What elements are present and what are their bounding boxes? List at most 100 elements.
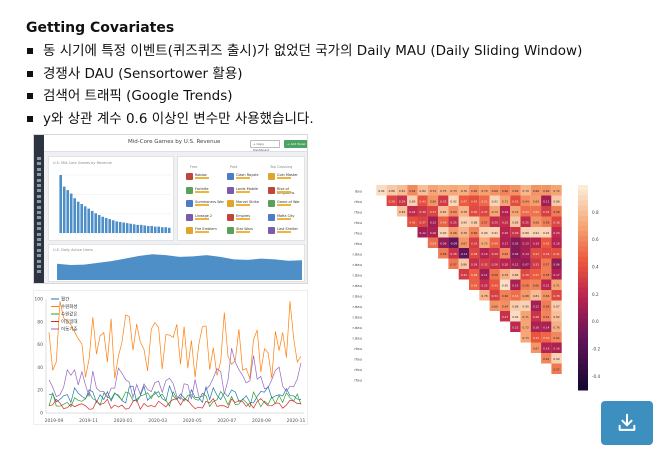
heatmap-cell	[530, 216, 542, 227]
colorbar-segment	[578, 190, 588, 196]
heatmap-cell	[520, 311, 531, 322]
heatmap-cell	[438, 206, 449, 217]
sidebar-nav-icon	[37, 173, 41, 177]
cell-value: 0.37	[420, 220, 426, 224]
heatmap-cell	[458, 237, 469, 248]
heatmap-cell	[499, 227, 511, 238]
colorbar-segment	[578, 195, 588, 201]
colorbar-tick: 0.6	[592, 237, 599, 242]
bar	[104, 217, 108, 233]
heatmap-cell	[458, 185, 469, 196]
cell-value: 0.86	[553, 199, 559, 203]
cell-value: 0.18	[543, 346, 549, 350]
heatmap-cell	[448, 195, 459, 206]
app-column-header: Paid	[230, 165, 238, 169]
heatmap-cell	[499, 258, 511, 269]
heatmap-cell	[530, 258, 542, 269]
app-list-item: Coin Master	[268, 173, 306, 181]
legend-label: 수원같은	[61, 311, 78, 318]
heatmap-cell	[551, 290, 562, 301]
rating-stars	[236, 217, 250, 220]
cell-value: 0.86	[389, 189, 395, 193]
row-label: r.dau	[352, 293, 362, 298]
colorbar-segment	[578, 338, 588, 345]
sensortower-dashboard-image: Mid-Core Games by U.S. Revenue + Copy Da…	[33, 134, 308, 284]
heatmap-cell	[427, 195, 439, 206]
cell-value: 0.54	[430, 241, 436, 245]
cell-value: 0.19	[481, 252, 487, 256]
heatmap-cell	[541, 248, 552, 259]
cell-value: 0.60	[502, 294, 508, 298]
cell-value: 0.14	[543, 325, 549, 329]
bar	[139, 224, 143, 233]
heatmap-cell	[510, 269, 521, 280]
download-button[interactable]	[601, 401, 653, 445]
colorbar-segment	[578, 231, 588, 237]
rating-stars	[195, 190, 209, 193]
heatmap-cell	[541, 237, 552, 248]
bar	[153, 226, 157, 233]
panel-title: U.S. Daily Active Users	[53, 248, 93, 252]
dau-area-chart: U.S. Daily Active Users	[53, 248, 302, 280]
heatmap-cell	[448, 185, 459, 196]
rating-stars	[277, 190, 291, 193]
cell-value: 0.70	[481, 189, 487, 193]
cell-value: 0.28	[399, 199, 405, 203]
cell-value: 0.66	[492, 304, 498, 308]
cell-value: 0.49	[440, 220, 446, 224]
colorbar-segment	[578, 185, 588, 191]
cell-value: 0.40	[471, 210, 477, 214]
heatmap-cell	[530, 332, 542, 343]
cell-value: 0.53	[523, 210, 529, 214]
cell-value: 0.48	[471, 273, 477, 277]
heatmap-cell	[520, 300, 531, 311]
app-name: Mafia City	[277, 213, 295, 218]
heatmap-cell	[499, 216, 511, 227]
colorbar-segment	[578, 379, 588, 386]
cell-value: 0.76	[553, 325, 559, 329]
bar	[76, 201, 80, 233]
cell-value: 0.39	[543, 252, 549, 256]
app-list-item: Last Shelter	[268, 227, 306, 235]
heatmap-cell	[510, 321, 521, 332]
heatmap-cell	[489, 227, 500, 238]
cell-value: 0.72	[492, 210, 498, 214]
colorbar-segment	[578, 333, 588, 340]
heatmap-cell	[448, 237, 459, 248]
heatmap-cell	[510, 206, 521, 217]
heatmap-cell	[386, 185, 397, 196]
legend-label: 수원화성	[61, 303, 78, 310]
colorbar-tick: 0.4	[592, 265, 599, 270]
cell-value: 0.91	[492, 199, 498, 203]
row-label: r.dau	[352, 272, 362, 277]
rating-stars	[277, 177, 291, 179]
sidebar-nav-icon	[37, 248, 41, 252]
app-name: Summoners War	[195, 200, 224, 204]
cell-value: 0.41	[553, 252, 559, 256]
cell-value: 0.16	[553, 346, 559, 350]
cell-value: 0.78	[461, 210, 467, 214]
cell-value: 0.64	[523, 199, 529, 203]
app-list-item: Lineage 2	[186, 213, 224, 222]
row-label: rfau	[354, 230, 362, 235]
heatmap-cell	[520, 248, 531, 259]
cell-value: 0.38	[389, 199, 395, 203]
cell-value: 0.41	[512, 199, 518, 203]
heatmap-cell	[479, 237, 490, 248]
heatmap-cell	[448, 248, 459, 259]
cell-value: 0.81	[533, 294, 539, 298]
series-line	[48, 390, 302, 408]
heatmap-cell	[489, 290, 500, 301]
cell-value: 0.12	[430, 220, 436, 224]
heatmap-cell	[417, 185, 428, 196]
heatmap-cell	[386, 195, 397, 206]
heatmap-cell	[551, 248, 562, 259]
cell-value: 0.34	[543, 210, 549, 214]
heatmap-cell	[458, 258, 469, 269]
rating-stars	[277, 204, 291, 206]
cell-value: 0.26	[492, 262, 498, 266]
colorbar-tick: -0.4	[592, 374, 601, 379]
y-tick-label: 80	[37, 319, 43, 325]
heatmap-cell	[541, 279, 552, 290]
cell-value: -0.09	[450, 241, 457, 245]
